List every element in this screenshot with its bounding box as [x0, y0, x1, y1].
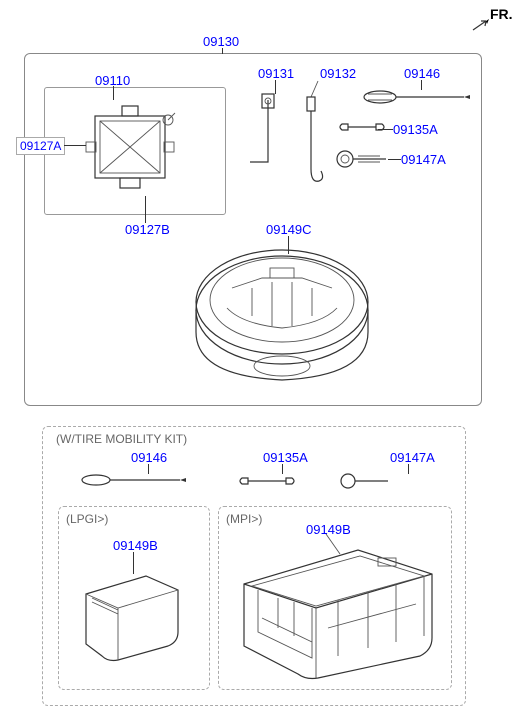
- callout-09147A[interactable]: 09147A: [401, 152, 446, 167]
- screwdriver-kit-illustration: [80, 472, 190, 488]
- callout-09146[interactable]: 09146: [404, 66, 440, 81]
- callout-09127A[interactable]: 09127A: [16, 137, 65, 155]
- leader: [64, 145, 86, 146]
- callout-09130[interactable]: 09130: [203, 34, 239, 49]
- leader: [408, 464, 409, 474]
- leader: [145, 196, 146, 223]
- towing-eye-illustration: [334, 148, 394, 170]
- lpgi-title: (LPGI>): [66, 512, 108, 526]
- towing-eye-kit-illustration: [338, 472, 396, 490]
- open-wrench-illustration: [336, 116, 388, 138]
- hook-tool-illustration: [297, 79, 327, 194]
- leader: [222, 48, 223, 54]
- case-lpgi-illustration: [74, 566, 190, 662]
- callout-09127B[interactable]: 09127B: [125, 222, 170, 237]
- callout-09135A-kit[interactable]: 09135A: [263, 450, 308, 465]
- callout-09147A-kit[interactable]: 09147A: [390, 450, 435, 465]
- fr-arrow-icon: [472, 18, 490, 32]
- callout-09149B-lpgi[interactable]: 09149B: [113, 538, 158, 553]
- case-mpi-illustration: [228, 528, 444, 684]
- callout-09135A[interactable]: 09135A: [393, 122, 438, 137]
- diagram-canvas: FR. 09130 09110 09127A 09127B 09131 0913…: [0, 0, 521, 727]
- callout-09149C[interactable]: 09149C: [266, 222, 312, 237]
- open-wrench-kit-illustration: [236, 472, 300, 490]
- tool-case-round-illustration: [182, 238, 382, 398]
- screwdriver-illustration: [362, 88, 472, 106]
- callout-09146-kit[interactable]: 09146: [131, 450, 167, 465]
- fr-label: FR.: [490, 6, 513, 22]
- mpi-title: (MPI>): [226, 512, 262, 526]
- jack-illustration: [80, 98, 190, 198]
- callout-09131[interactable]: 09131: [258, 66, 294, 81]
- kit-title: (W/TIRE MOBILITY KIT): [56, 432, 187, 446]
- lug-wrench-illustration: [244, 92, 286, 182]
